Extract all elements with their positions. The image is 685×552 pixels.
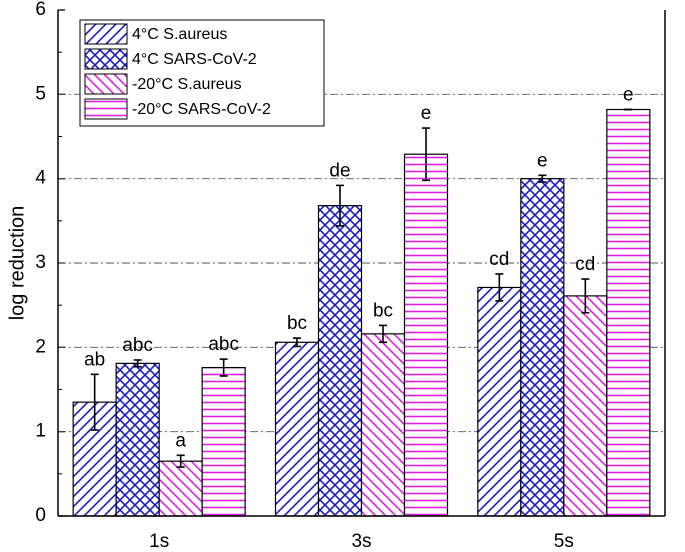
- significance-label: cd: [575, 254, 595, 275]
- y-tick-label: 5: [35, 83, 46, 104]
- legend-swatch: [84, 23, 128, 45]
- bar: [201, 366, 246, 517]
- error-bar: [538, 174, 547, 183]
- error-bar: [176, 454, 185, 468]
- y-tick-label: 1: [35, 421, 46, 442]
- significance-label: e: [537, 150, 548, 171]
- legend-label: 4°C SARS-CoV-2: [132, 51, 257, 68]
- error-bar: [133, 359, 142, 368]
- legend-label: -20°C SARS-CoV-2: [132, 101, 271, 118]
- x-tick-label: 1s: [149, 531, 169, 552]
- error-bar: [379, 324, 387, 344]
- bar: [274, 341, 320, 517]
- significance-label: abc: [208, 334, 239, 355]
- significance-label: abc: [122, 335, 153, 356]
- legend-swatch: [84, 48, 128, 70]
- significance-label: a: [175, 430, 186, 451]
- significance-label: bc: [287, 313, 307, 334]
- y-tick-label: 4: [35, 168, 46, 189]
- error-bar: [219, 358, 228, 377]
- error-bar: [293, 337, 301, 348]
- x-tick-label: 5s: [554, 531, 574, 552]
- legend-label: 4°C S.aureus: [132, 26, 227, 43]
- x-tick-label: 3s: [351, 531, 371, 552]
- bar: [403, 153, 449, 517]
- error-bar: [422, 127, 430, 182]
- legend-label: -20°C S.aureus: [132, 76, 242, 93]
- significance-label: e: [623, 85, 634, 106]
- y-axis-label: log reduction: [6, 206, 28, 321]
- bar: [563, 295, 608, 517]
- y-tick-label: 6: [35, 0, 46, 20]
- error-bar: [495, 273, 504, 302]
- legend-swatch: [84, 73, 128, 95]
- y-tick-label: 3: [35, 252, 46, 273]
- bar: [606, 108, 651, 517]
- error-bar: [581, 278, 590, 314]
- bar: [115, 362, 160, 517]
- error-bar: [90, 373, 99, 431]
- y-tick-label: 2: [35, 336, 46, 357]
- y-tick-label: 0: [35, 505, 46, 526]
- significance-label: e: [421, 103, 432, 124]
- bar: [317, 205, 363, 517]
- bar: [158, 460, 203, 517]
- significance-label: ab: [84, 349, 105, 370]
- legend-swatch: [84, 98, 128, 120]
- bar: [360, 333, 406, 517]
- error-bar: [336, 184, 344, 227]
- bar: [520, 178, 565, 517]
- significance-label: de: [329, 160, 350, 181]
- bar: [477, 286, 522, 517]
- significance-label: bc: [373, 300, 393, 321]
- significance-label: cd: [489, 249, 509, 270]
